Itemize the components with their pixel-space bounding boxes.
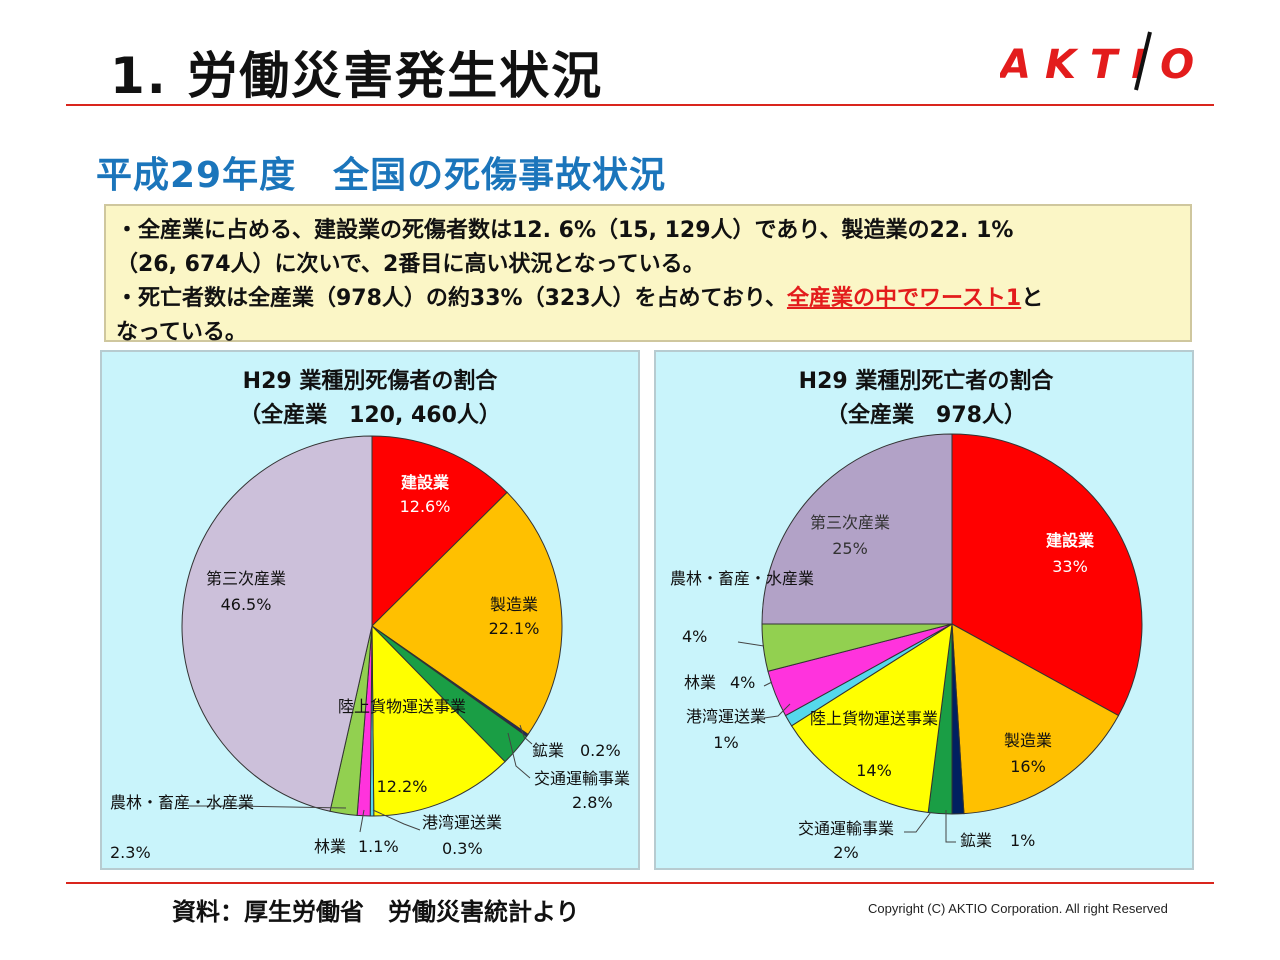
label-mining-value: 0.2%	[580, 741, 621, 760]
fatality-chart-total: （全産業 978人）	[826, 402, 1026, 428]
label-manufacturing-value: 22.1%	[489, 619, 540, 638]
copyright: Copyright (C) AKTIO Corporation. All rig…	[868, 901, 1168, 916]
header-divider	[66, 104, 1214, 106]
label-tertiary-value: 46.5%	[221, 595, 272, 614]
label-manufacturing-name-f: 製造業	[1004, 731, 1052, 750]
fatality-slice-0	[951, 433, 1143, 717]
label-transport-value: 2.8%	[572, 793, 613, 812]
aktio-logo: AKTIO	[1000, 31, 1208, 91]
injury-chart-total: （全産業 120, 460人）	[239, 402, 501, 428]
summary-line-2: （26, 674人）に次いで、2番目に高い状況となっている。	[116, 252, 705, 277]
summary-line-4: なっている。	[116, 320, 247, 345]
label-mining-name-f: 鉱業	[960, 831, 992, 850]
injury-slice-1	[371, 491, 563, 736]
label-port-value-f: 1%	[713, 733, 738, 752]
label-transport-name-f: 交通運輸事業	[798, 819, 894, 838]
label-tertiary-value-f: 25%	[832, 539, 868, 558]
leader-line-agri	[188, 805, 347, 809]
injury-slice-4	[371, 624, 506, 817]
summary-box: ・全産業に占める、建設業の死傷者数は12. 6%（15, 129人）であり、製造…	[104, 204, 1192, 345]
fatality-slice-4	[790, 623, 953, 814]
label-tertiary-name: 第三次産業	[206, 569, 286, 588]
leader-line-agri-f	[737, 641, 765, 647]
label-port-name: 港湾運送業	[422, 813, 502, 832]
label-agri-name: 農林・畜産・水産業	[110, 793, 254, 812]
page-title: 1. 労働災害発生状況	[110, 47, 604, 105]
logo-slash	[1134, 31, 1152, 91]
data-source: 資料：厚生労働省 労働災害統計より	[172, 898, 580, 926]
fatality-chart-panel: H29 業種別死亡者の割合 （全産業 978人） 建設業 33% 製造業 16%…	[654, 350, 1194, 870]
summary-line-3-post: と	[1021, 286, 1044, 311]
label-forestry-name: 林業	[314, 837, 346, 856]
fatality-chart-title: H29 業種別死亡者の割合	[799, 368, 1055, 394]
injury-pie-chart: H29 業種別死傷者の割合 （全産業 120, 460人） 建設業 12.6% …	[110, 368, 630, 862]
injury-chart-panel: H29 業種別死傷者の割合 （全産業 120, 460人） 建設業 12.6% …	[100, 350, 640, 870]
label-construction-value: 12.6%	[400, 497, 451, 516]
leader-line-forestry-f	[763, 681, 773, 687]
leader-line-mining	[519, 724, 533, 745]
section-subtitle: 平成29年度 全国の死傷事故状況	[96, 155, 667, 196]
injury-slice-0	[371, 435, 508, 628]
label-construction-name: 建設業	[401, 473, 450, 492]
label-port-name-f: 港湾運送業	[686, 707, 766, 726]
label-freight-name-f: 陸上貨物運送事業	[810, 709, 938, 728]
label-freight-value: 12.2%	[377, 777, 428, 796]
label-forestry-value-f: 4%	[730, 673, 755, 692]
fatality-slice-1	[951, 623, 1120, 815]
label-tertiary-name-f: 第三次産業	[810, 513, 890, 532]
label-agri-value: 2.3%	[110, 843, 151, 862]
leader-line-port-f	[763, 703, 791, 719]
label-freight-name: 陸上貨物運送事業	[338, 697, 466, 716]
injury-slice-8	[181, 435, 373, 812]
label-manufacturing-name: 製造業	[490, 595, 538, 614]
leader-line-port	[372, 809, 421, 831]
label-freight-value-f: 14%	[856, 761, 892, 780]
label-transport-value-f: 2%	[833, 843, 858, 862]
label-mining-value-f: 1%	[1010, 831, 1035, 850]
summary-line-3-pre: ・死亡者数は全産業（978人）の約33%（323人）を占めており、	[116, 286, 787, 311]
label-agri-value-f: 4%	[682, 627, 707, 646]
label-forestry-name-f: 林業	[684, 673, 716, 692]
summary-line-1: ・全産業に占める、建設業の死傷者数は12. 6%（15, 129人）であり、製造…	[116, 218, 1014, 243]
fatality-slice-8	[761, 433, 953, 625]
label-transport-name: 交通運輸事業	[534, 769, 630, 788]
logo-text: AKTIO	[1000, 42, 1208, 88]
label-agri-name-f: 農林・畜産・水産業	[670, 569, 814, 588]
summary-line-3: ・死亡者数は全産業（978人）の約33%（323人）を占めており、全産業の中でワ…	[116, 282, 1178, 316]
worst-one-highlight: 全産業の中でワースト1	[786, 286, 1022, 311]
injury-chart-title: H29 業種別死傷者の割合	[243, 368, 499, 394]
leader-line-forestry	[359, 809, 365, 833]
label-port-value: 0.3%	[442, 839, 483, 858]
label-construction-value-f: 33%	[1052, 557, 1088, 576]
footer-divider	[66, 882, 1214, 884]
label-mining-name: 鉱業	[532, 741, 564, 760]
label-construction-name-f: 建設業	[1046, 531, 1095, 550]
fatality-pie-chart: H29 業種別死亡者の割合 （全産業 978人） 建設業 33% 製造業 16%…	[670, 368, 1143, 862]
leader-line-transport	[507, 732, 531, 779]
leader-line-mining-f	[945, 810, 956, 843]
leader-line-transport-f	[904, 811, 932, 833]
label-forestry-value: 1.1%	[358, 837, 399, 856]
label-manufacturing-value-f: 16%	[1010, 757, 1046, 776]
